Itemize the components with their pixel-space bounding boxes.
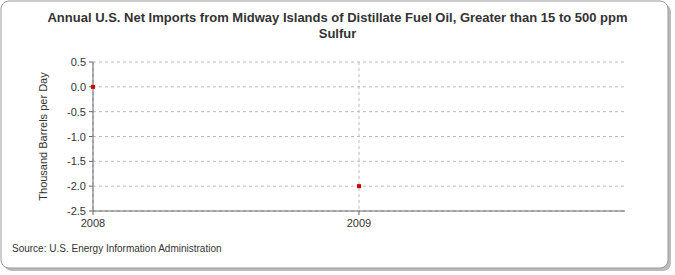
y-tick-label: -1.0 — [67, 131, 86, 143]
x-tick — [93, 211, 94, 215]
y-tick-label: 0.5 — [71, 56, 86, 68]
y-tick — [89, 136, 93, 137]
source: Source: U.S. Energy Information Administ… — [12, 243, 222, 254]
y-tick — [89, 211, 93, 212]
y-tick-label: 0.0 — [71, 81, 86, 93]
x-axis — [93, 211, 625, 212]
y-tick-label: -1.5 — [67, 155, 86, 167]
y-tick-label: -2.0 — [67, 180, 86, 192]
y-tick-label: -2.5 — [67, 205, 86, 217]
y-tick — [89, 161, 93, 162]
x-tick — [359, 211, 360, 215]
plot-area — [91, 85, 361, 188]
y-tick — [89, 62, 93, 63]
chart: Annual U.S. Net Imports from Midway Isla… — [0, 0, 675, 275]
y-tick — [89, 186, 93, 187]
x-grid-line — [359, 62, 360, 211]
point — [91, 85, 95, 89]
y-tick — [89, 111, 93, 112]
y-axis — [93, 62, 94, 211]
frame — [1, 1, 668, 268]
point — [357, 184, 361, 188]
x-tick-label: 2009 — [347, 217, 371, 229]
x-tick-label: 2008 — [81, 217, 105, 229]
x-grid-line — [93, 62, 94, 211]
y-axis-label: Thousand Barrels per Day — [37, 72, 49, 201]
y-grid-line — [93, 211, 625, 212]
title: Annual U.S. Net Imports from Midway Isla… — [47, 10, 627, 41]
y-tick-label: -0.5 — [67, 106, 86, 118]
